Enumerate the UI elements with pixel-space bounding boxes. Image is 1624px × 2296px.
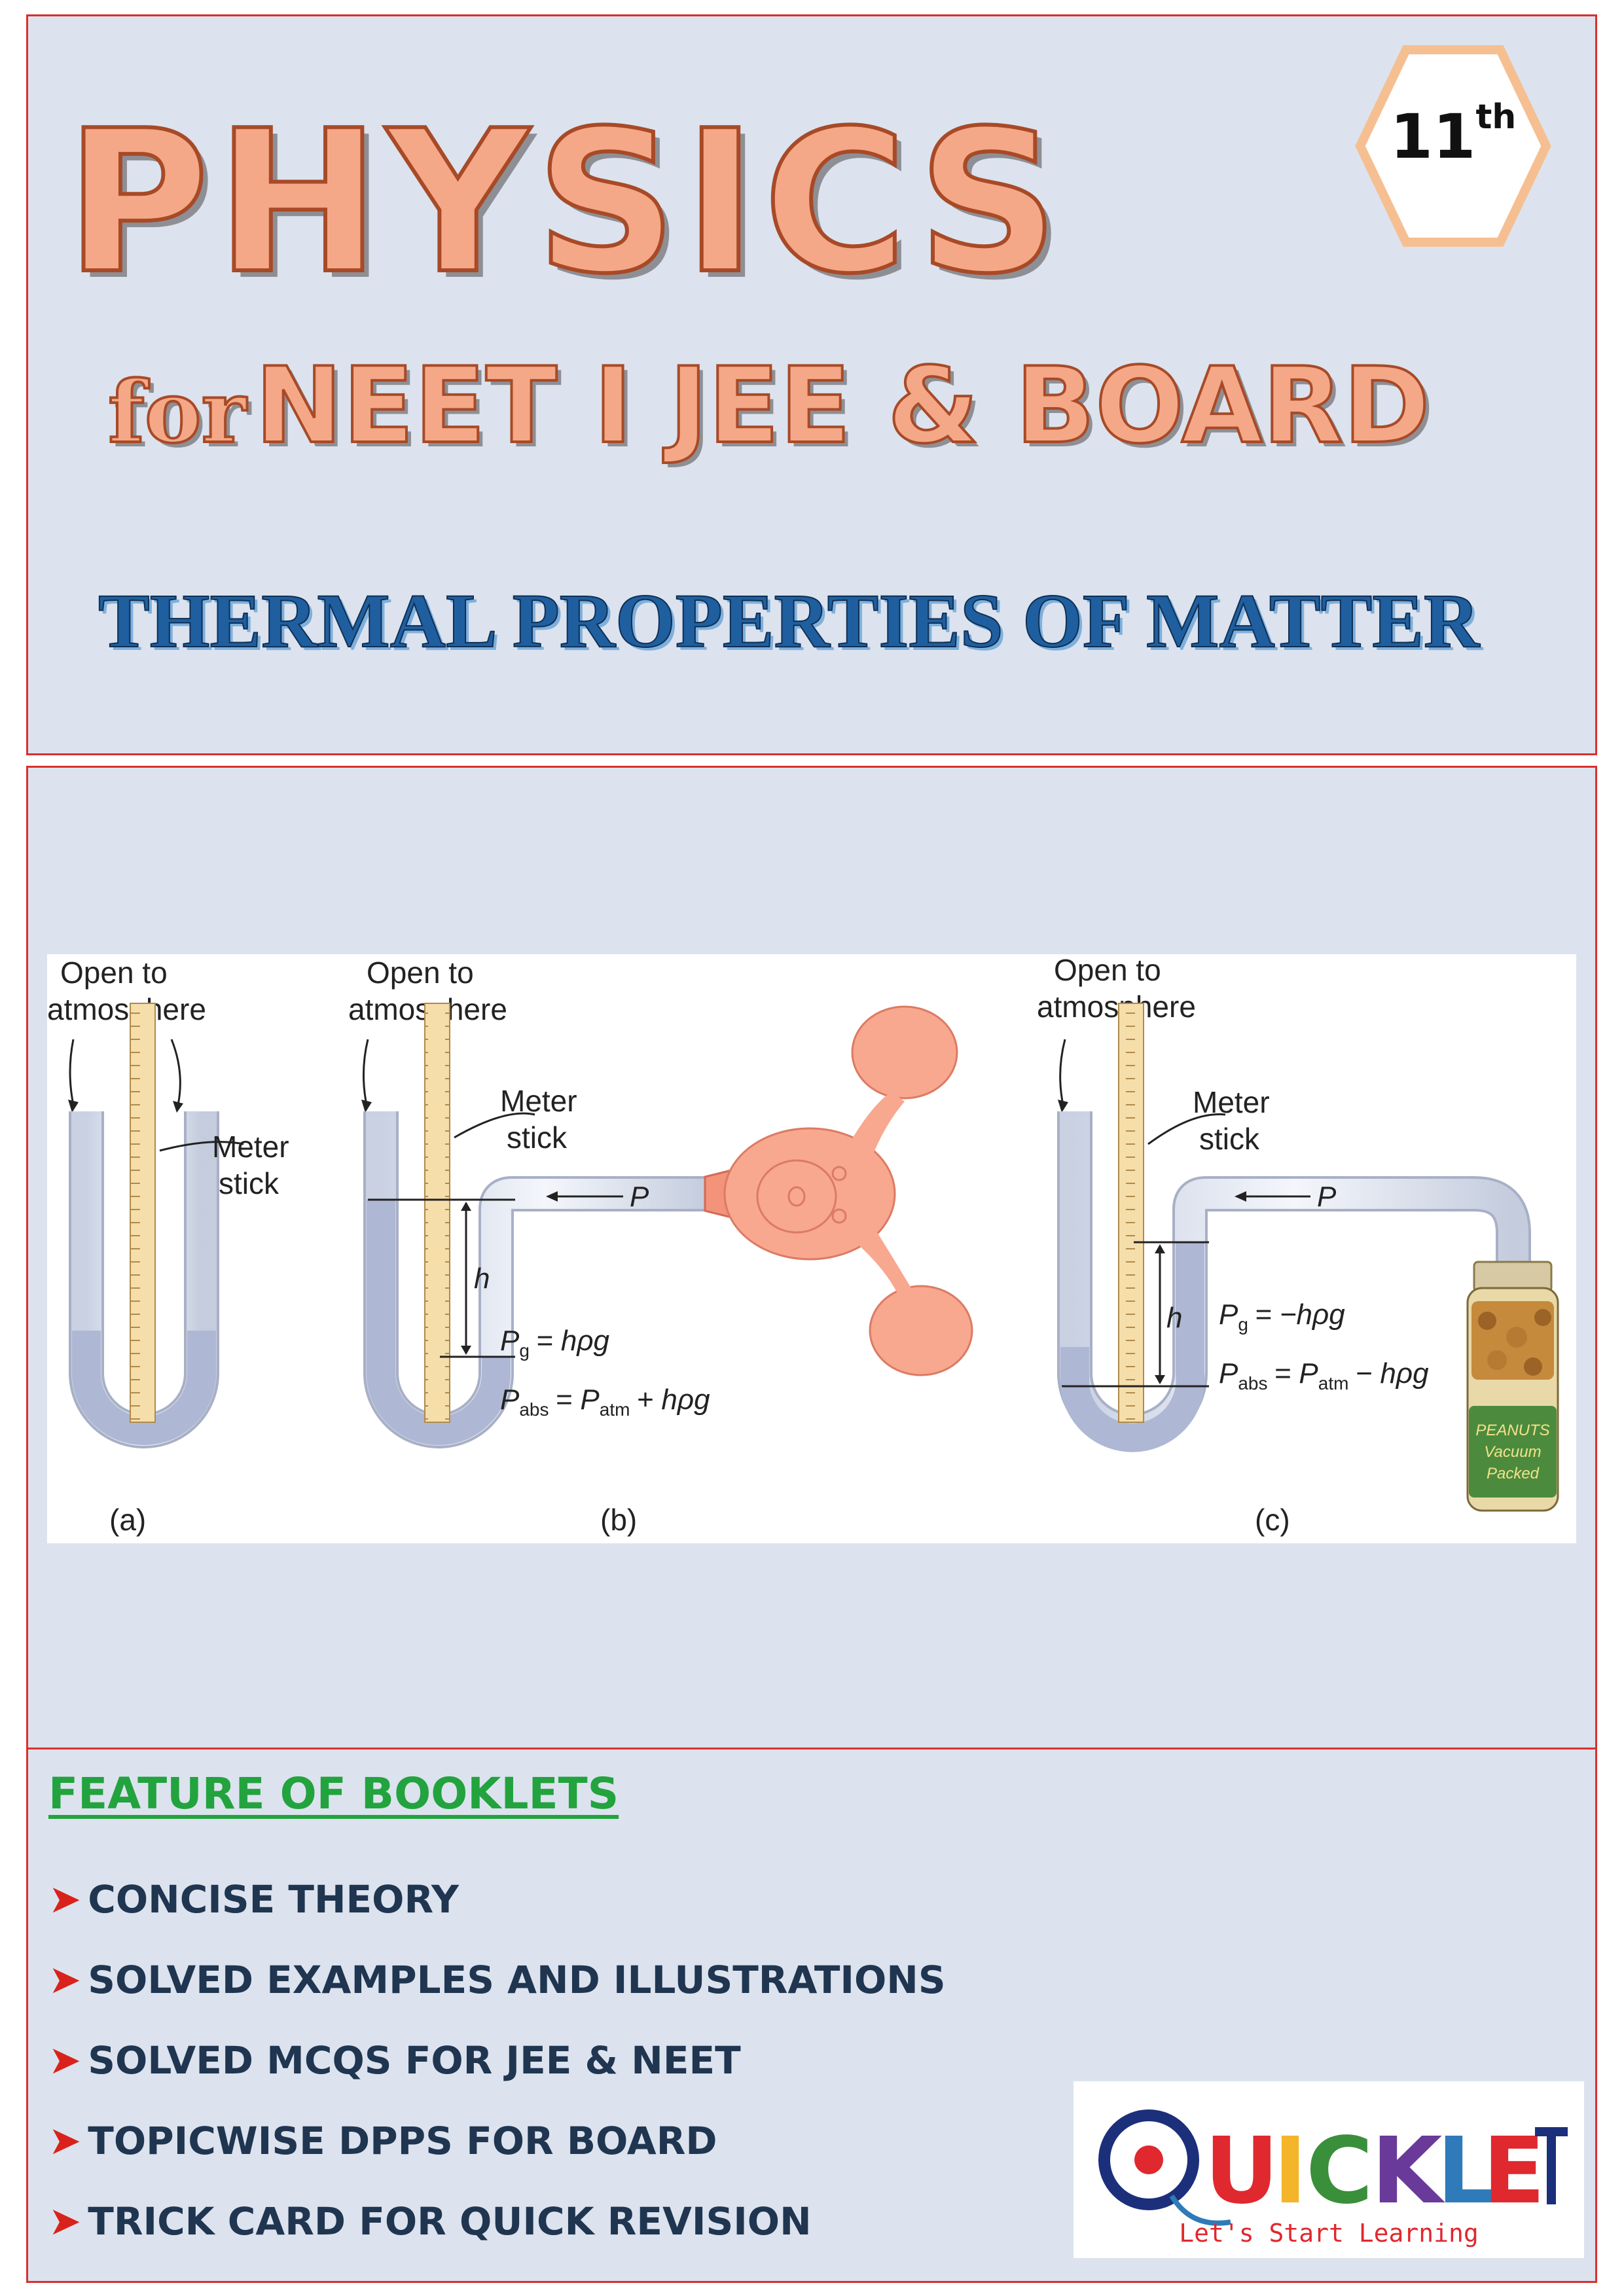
logo-tagline: Let's Start Learning (1179, 2219, 1479, 2248)
caption-b: (b) (600, 1503, 637, 1537)
grade-badge: 11th (1355, 98, 1551, 173)
label-meter-b-2: stick (507, 1121, 568, 1155)
arrow-bullet-icon: ➤ (48, 1956, 82, 2003)
subtitle-for: for (107, 362, 247, 462)
manometer-figure: Open to atmosphere Meter stick (a) Open … (47, 954, 1576, 1543)
rubber-bulb-icon (704, 1005, 973, 1376)
grade-number: 11 (1390, 101, 1476, 173)
equation-c1: Pg = −hρg (1219, 1299, 1345, 1335)
label-h-b: h (474, 1263, 490, 1295)
svg-text:L: L (1437, 2118, 1495, 2225)
svg-text:U: U (1204, 2118, 1279, 2225)
list-item: ➤ SOLVED EXAMPLES AND ILLUSTRATIONS (48, 1939, 946, 2020)
peanut-jar-icon: PEANUTS Vacuum Packed (1466, 1261, 1559, 1512)
caption-c: (c) (1255, 1503, 1290, 1537)
header-panel (26, 14, 1597, 755)
label-p-c: P (1317, 1181, 1337, 1213)
label-meter-a-1: Meter (212, 1130, 289, 1164)
jar-label-3: Packed (1487, 1465, 1540, 1482)
label-meter-c-1: Meter (1193, 1085, 1270, 1119)
logo-letters: U I C K L E (1204, 2118, 1545, 2225)
feature-text: TOPICWISE DPPS FOR BOARD (88, 2118, 717, 2163)
list-item: ➤ TRICK CARD FOR QUICK REVISION (48, 2181, 946, 2261)
book-title: PHYSICS (63, 88, 1066, 317)
equation-b2: Pabs = Patm + hρg (500, 1384, 710, 1420)
jar-label-2: Vacuum (1484, 1443, 1541, 1461)
quicklet-logo: U I C K L E Let's Start Learning (1074, 2081, 1584, 2258)
features-heading: FEATURE OF BOOKLETS (48, 1768, 619, 1819)
arrow-bullet-icon: ➤ (48, 2117, 82, 2164)
svg-text:C: C (1306, 2118, 1373, 2225)
label-meter-b-1: Meter (500, 1084, 577, 1118)
manometer-b: Open to atmosphere h P Meter stick Pg= h… (348, 956, 710, 1537)
subtitle-exams: NEET I JEE & BOARD (253, 344, 1431, 467)
arrow-bullet-icon: ➤ (48, 2037, 82, 2083)
grade-suffix: th (1475, 98, 1517, 137)
label-h-c: h (1166, 1302, 1182, 1334)
label-open-a-2: atmosphere (47, 992, 206, 1026)
list-item: ➤ TOPICWISE DPPS FOR BOARD (48, 2100, 946, 2181)
arrow-bullet-icon: ➤ (48, 2198, 82, 2244)
features-list: ➤ CONCISE THEORY ➤ SOLVED EXAMPLES AND ILL… (48, 1859, 946, 2261)
svg-text:E: E (1483, 2118, 1545, 2225)
list-item: ➤ CONCISE THEORY (48, 1859, 946, 1939)
label-meter-c-2: stick (1199, 1122, 1260, 1156)
chapter-title: THERMAL PROPERTIES OF MATTER (98, 578, 1480, 664)
label-open-a-1: Open to (60, 956, 168, 990)
label-open-b-1: Open to (367, 956, 474, 990)
label-open-c-1: Open to (1054, 954, 1161, 987)
label-meter-a-2: stick (219, 1166, 280, 1200)
feature-text: TRICK CARD FOR QUICK REVISION (88, 2198, 812, 2244)
equation-c2: Pabs = Patm − hρg (1219, 1357, 1429, 1393)
list-item: ➤ SOLVED MCQS FOR JEE & NEET (48, 2020, 946, 2100)
grade-hexagon-icon (1355, 45, 1551, 247)
arrow-bullet-icon: ➤ (48, 1876, 82, 1922)
manometer-c: Open to atmosphere h P Meter stick Pg = −… (1037, 954, 1531, 1537)
feature-text: SOLVED MCQS FOR JEE & NEET (88, 2037, 741, 2083)
label-open-c-2: atmosphere (1037, 990, 1196, 1024)
svg-text:I: I (1273, 2118, 1307, 2225)
feature-text: CONCISE THEORY (88, 1876, 459, 1922)
feature-text: SOLVED EXAMPLES AND ILLUSTRATIONS (88, 1957, 946, 2002)
book-subtitle: for NEET I JEE & BOARD (107, 352, 1432, 459)
equation-b1: Pg = hρg (500, 1325, 610, 1361)
jar-label-1: PEANUTS (1475, 1422, 1549, 1439)
manometer-a: Open to atmosphere Meter stick (a) (47, 956, 289, 1537)
label-p-b: P (630, 1181, 649, 1213)
svg-text:K: K (1371, 2118, 1445, 2225)
caption-a: (a) (109, 1503, 146, 1537)
